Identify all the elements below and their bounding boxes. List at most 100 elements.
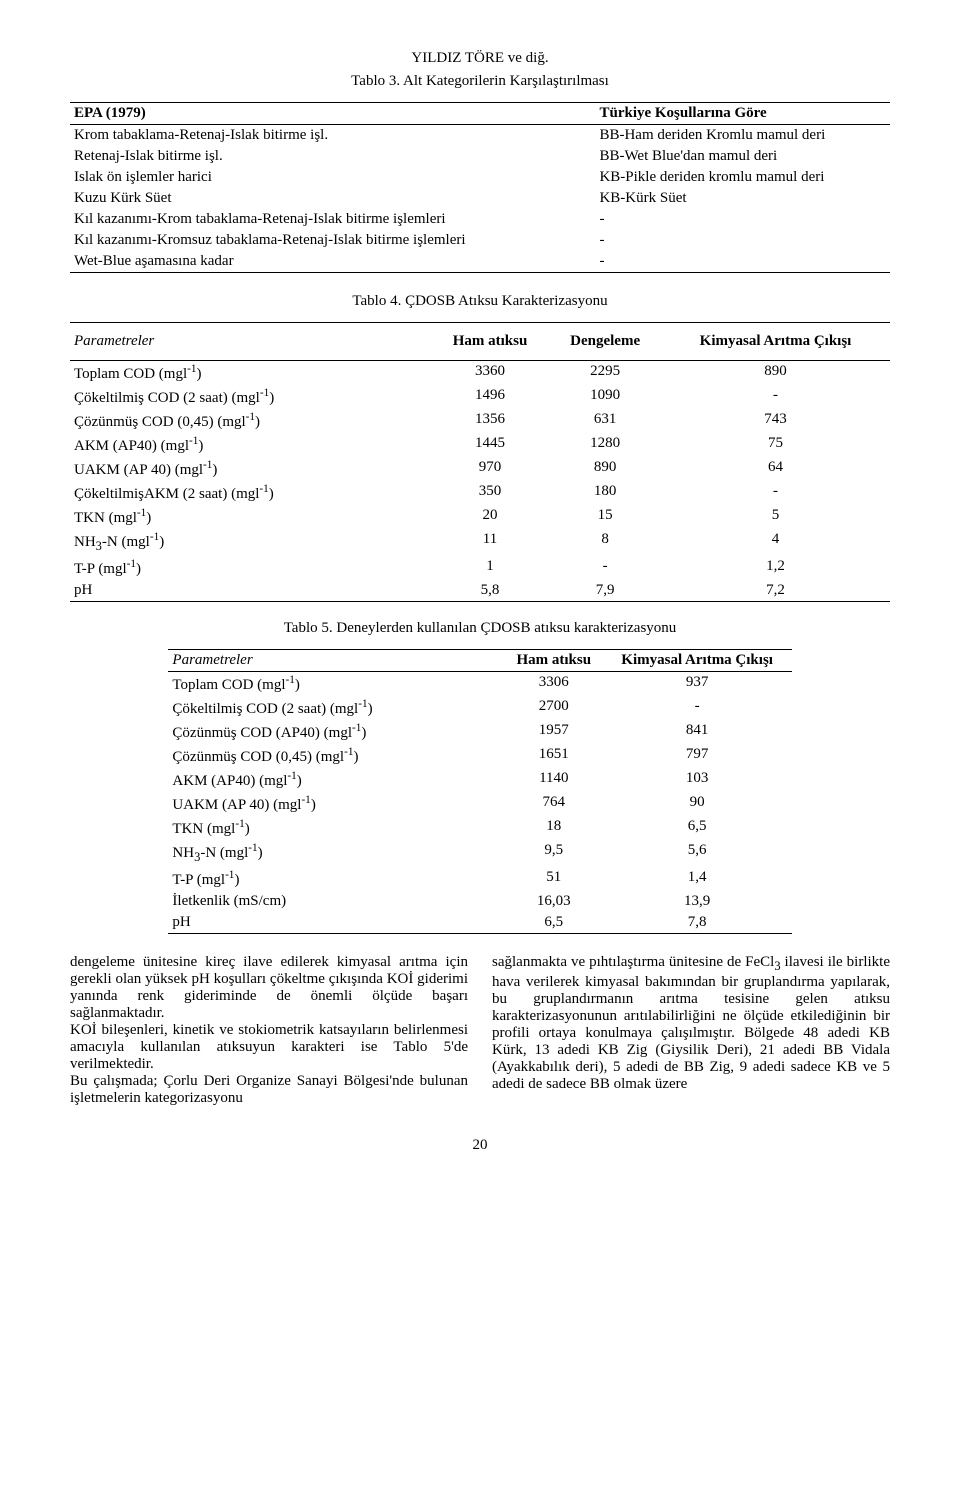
t4-h3: Kimyasal Arıtma Çıkışı	[700, 333, 852, 349]
t4-cell: 743	[661, 409, 890, 433]
t5-cell: 2700	[505, 696, 603, 720]
t5-cell: 1140	[505, 768, 603, 792]
t4-cell: 1280	[549, 433, 661, 457]
t5-h0: Parametreler	[168, 650, 505, 672]
t3-cell: KB-Kürk Süet	[559, 188, 890, 209]
t4-cell: T-P (mgl-1)	[70, 556, 431, 580]
t5-cell: UAKM (AP 40) (mgl-1)	[168, 792, 505, 816]
t5-cell: 6,5	[603, 816, 792, 840]
t3-cell: BB-Wet Blue'dan mamul deri	[559, 146, 890, 167]
t4-cell: 15	[549, 505, 661, 529]
t4-cell: 970	[431, 457, 549, 481]
t4-cell: 180	[549, 481, 661, 505]
t5-cell: TKN (mgl-1)	[168, 816, 505, 840]
table4: Parametreler Ham atıksu Dengeleme Kimyas…	[70, 322, 890, 602]
t4-cell: 1445	[431, 433, 549, 457]
t4-h1: Ham atıksu	[453, 333, 528, 349]
table5: Parametreler Ham atıksu Kimyasal Arıtma …	[168, 649, 791, 934]
t5-cell: 1957	[505, 720, 603, 744]
body-right: sağlanmakta ve pıhtılaştırma ünitesine d…	[492, 954, 890, 1107]
t3-cell: KB-Pikle deriden kromlu mamul deri	[559, 167, 890, 188]
t5-cell: 764	[505, 792, 603, 816]
t3-cell: Krom tabaklama-Retenaj-Islak bitirme işl…	[70, 125, 559, 147]
t5-cell: 7,8	[603, 912, 792, 934]
t3-cell: -	[559, 209, 890, 230]
t4-cell: Toplam COD (mgl-1)	[70, 361, 431, 386]
t4-h0: Parametreler	[70, 323, 431, 361]
t4-cell: Çözünmüş COD (0,45) (mgl-1)	[70, 409, 431, 433]
t5-cell: İletkenlik (mS/cm)	[168, 891, 505, 912]
t4-cell: 5	[661, 505, 890, 529]
page-number: 20	[70, 1137, 890, 1154]
t5-cell: 13,9	[603, 891, 792, 912]
t4-cell: 3360	[431, 361, 549, 386]
t3-cell: Islak ön işlemler harici	[70, 167, 559, 188]
t5-cell: 18	[505, 816, 603, 840]
t4-cell: -	[549, 556, 661, 580]
t3-left-header: EPA (1979)	[74, 105, 146, 121]
t5-cell: Toplam COD (mgl-1)	[168, 672, 505, 697]
t5-cell: 3306	[505, 672, 603, 697]
t3-cell: Retenaj-Islak bitirme işl.	[70, 146, 559, 167]
table4-caption: Tablo 4. ÇDOSB Atıksu Karakterizasyonu	[70, 293, 890, 310]
t4-cell: 1090	[549, 385, 661, 409]
t5-cell: 6,5	[505, 912, 603, 934]
table5-caption: Tablo 5. Deneylerden kullanılan ÇDOSB at…	[70, 620, 890, 637]
t5-h1: Ham atıksu	[516, 652, 591, 668]
body-left: dengeleme ünitesine kireç ilave edilerek…	[70, 954, 468, 1107]
t4-cell: 1356	[431, 409, 549, 433]
t4-cell: -	[661, 385, 890, 409]
t4-cell: Çökeltilmiş COD (2 saat) (mgl-1)	[70, 385, 431, 409]
t5-cell: -	[603, 696, 792, 720]
page-author: YILDIZ TÖRE ve diğ.	[70, 50, 890, 67]
t4-cell: pH	[70, 580, 431, 602]
t5-cell: 1651	[505, 744, 603, 768]
t5-cell: 103	[603, 768, 792, 792]
t4-cell: 1496	[431, 385, 549, 409]
t5-cell: T-P (mgl-1)	[168, 867, 505, 891]
t5-cell: 841	[603, 720, 792, 744]
t5-cell: 797	[603, 744, 792, 768]
t3-right-header: Türkiye Koşullarına Göre	[599, 105, 766, 121]
t5-cell: 90	[603, 792, 792, 816]
t4-cell: ÇökeltilmişAKM (2 saat) (mgl-1)	[70, 481, 431, 505]
t5-cell: Çözünmüş COD (AP40) (mgl-1)	[168, 720, 505, 744]
t4-cell: 8	[549, 529, 661, 556]
t5-cell: 1,4	[603, 867, 792, 891]
body-columns: dengeleme ünitesine kireç ilave edilerek…	[70, 954, 890, 1107]
t4-cell: 4	[661, 529, 890, 556]
t5-cell: 9,5	[505, 840, 603, 867]
t4-cell: 1,2	[661, 556, 890, 580]
t4-cell: 11	[431, 529, 549, 556]
t4-h2: Dengeleme	[570, 333, 640, 349]
t4-cell: 20	[431, 505, 549, 529]
t3-cell: Wet-Blue aşamasına kadar	[70, 251, 559, 273]
t4-cell: NH3-N (mgl-1)	[70, 529, 431, 556]
t5-cell: NH3-N (mgl-1)	[168, 840, 505, 867]
t5-cell: 51	[505, 867, 603, 891]
t4-cell: 631	[549, 409, 661, 433]
t4-cell: 2295	[549, 361, 661, 386]
t4-cell: TKN (mgl-1)	[70, 505, 431, 529]
t5-cell: 16,03	[505, 891, 603, 912]
t4-cell: 5,8	[431, 580, 549, 602]
t4-cell: AKM (AP40) (mgl-1)	[70, 433, 431, 457]
t4-cell: 890	[661, 361, 890, 386]
t3-cell: Kıl kazanımı-Krom tabaklama-Retenaj-Isla…	[70, 209, 559, 230]
t4-cell: 7,2	[661, 580, 890, 602]
t4-cell: 7,9	[549, 580, 661, 602]
t5-cell: Çökeltilmiş COD (2 saat) (mgl-1)	[168, 696, 505, 720]
t4-cell: 350	[431, 481, 549, 505]
t5-h2: Kimyasal Arıtma Çıkışı	[621, 652, 773, 668]
t4-cell: -	[661, 481, 890, 505]
t4-cell: 64	[661, 457, 890, 481]
t4-cell: 890	[549, 457, 661, 481]
t5-cell: Çözünmüş COD (0,45) (mgl-1)	[168, 744, 505, 768]
t4-cell: 75	[661, 433, 890, 457]
t5-cell: AKM (AP40) (mgl-1)	[168, 768, 505, 792]
table3-caption: Tablo 3. Alt Kategorilerin Karşılaştırıl…	[70, 73, 890, 90]
t3-cell: BB-Ham deriden Kromlu mamul deri	[559, 125, 890, 147]
t5-cell: 937	[603, 672, 792, 697]
t4-cell: UAKM (AP 40) (mgl-1)	[70, 457, 431, 481]
table3: EPA (1979) Türkiye Koşullarına Göre Krom…	[70, 102, 890, 273]
